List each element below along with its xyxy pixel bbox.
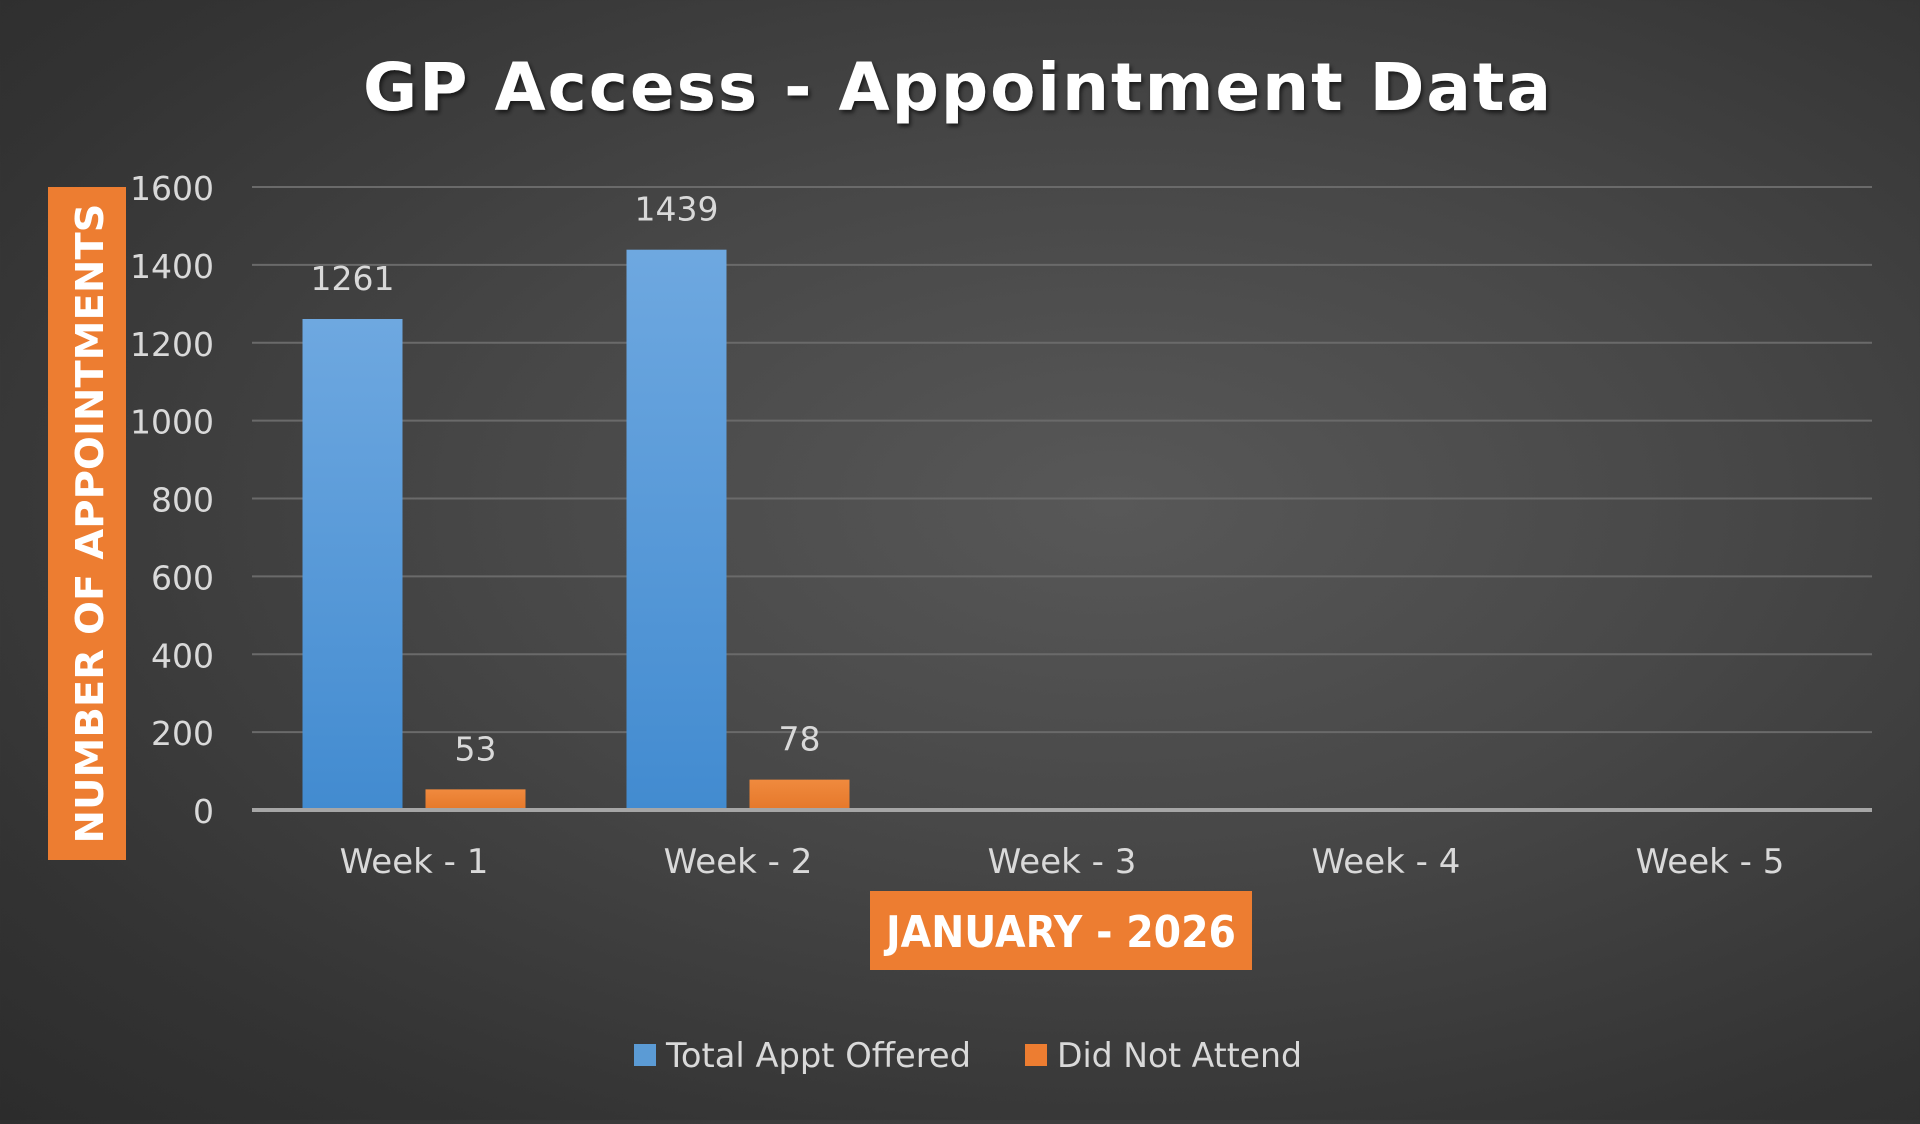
legend-label: Did Not Attend — [1057, 1036, 1302, 1076]
y-axis-title-box — [48, 187, 126, 860]
legend-swatch — [1025, 1044, 1047, 1066]
y-tick-label: 1000 — [130, 403, 214, 442]
data-label: 78 — [779, 720, 821, 759]
bar-did-not-attend — [749, 779, 850, 810]
legend: Total Appt Offered Did Not Attend — [634, 1036, 1302, 1076]
x-axis-title: JANUARY - 2026 — [870, 891, 1252, 970]
x-tick-label: Week - 3 — [988, 842, 1137, 882]
y-tick-label: 1400 — [130, 247, 214, 286]
x-axis-ticks: Week - 1 Week - 2 Week - 3 Week - 4 Week - 5 — [340, 842, 1785, 882]
legend-swatch — [634, 1044, 656, 1066]
bar-total-appt-offered — [302, 318, 403, 810]
bar-total-appt-offered — [626, 249, 727, 810]
gridlines — [252, 186, 1872, 734]
y-tick-label: 400 — [151, 636, 214, 675]
chart-title: GP Access - Appointment Data — [363, 49, 1553, 126]
x-tick-label: Week - 5 — [1636, 842, 1785, 882]
bar-did-not-attend — [425, 789, 526, 810]
y-tick-label: 800 — [151, 481, 214, 520]
bars — [252, 249, 1872, 812]
y-axis-title-text: NUMBER OF APPOINTMENTS — [68, 204, 112, 844]
data-label: 1261 — [311, 259, 395, 298]
x-tick-label: Week - 1 — [340, 842, 489, 882]
y-axis-ticks: 0 200 400 600 800 1000 1200 1400 1600 — [130, 169, 214, 831]
x-tick-label: Week - 4 — [1312, 842, 1461, 882]
y-tick-label: 600 — [151, 558, 214, 597]
y-tick-label: 0 — [193, 792, 214, 831]
data-label: 1439 — [635, 190, 719, 229]
data-label: 53 — [455, 729, 497, 768]
data-labels: 1261 1439 53 78 — [311, 190, 821, 769]
x-tick-label: Week - 2 — [664, 842, 813, 882]
x-axis-title-text: JANUARY - 2026 — [883, 907, 1236, 958]
y-axis-title: NUMBER OF APPOINTMENTS — [48, 187, 126, 860]
y-tick-label: 1200 — [130, 325, 214, 364]
y-tick-label: 200 — [151, 714, 214, 753]
y-tick-label: 1600 — [130, 169, 214, 208]
legend-label: Total Appt Offered — [665, 1036, 971, 1076]
x-axis-title-box — [870, 891, 1252, 970]
